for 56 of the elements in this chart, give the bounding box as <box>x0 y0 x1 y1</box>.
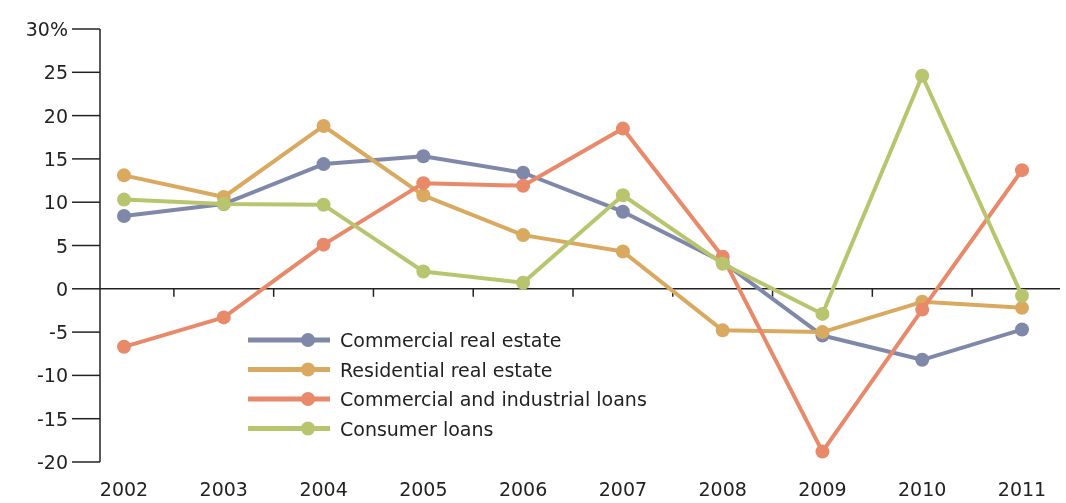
x-tick-label: 2004 <box>299 478 348 500</box>
point <box>216 310 231 325</box>
point <box>915 302 930 317</box>
point <box>416 264 431 279</box>
x-tick-label: 2005 <box>399 478 448 500</box>
x-tick-label: 2011 <box>997 478 1047 500</box>
x-tick-label: 2006 <box>498 478 548 500</box>
legend-label: Residential real estate <box>340 358 553 381</box>
y-tick-label: 15 <box>43 147 68 170</box>
legend-label: Commercial real estate <box>340 329 562 351</box>
point <box>416 176 431 191</box>
point <box>117 168 131 183</box>
y-tick-label: 25 <box>43 61 68 84</box>
point <box>117 209 131 224</box>
y-tick-label: 20 <box>43 104 68 127</box>
x-tick-label: 2008 <box>698 478 747 500</box>
y-tick-label: -20 <box>36 451 68 473</box>
y-tick-label: -10 <box>36 364 68 387</box>
point <box>416 188 431 203</box>
point <box>1015 288 1029 303</box>
y-tick-label: -15 <box>36 407 68 430</box>
point <box>117 339 131 354</box>
x-tick-label: 2010 <box>898 478 947 500</box>
y-tick-label: -5 <box>49 321 68 344</box>
point <box>516 275 531 290</box>
point <box>416 149 431 164</box>
x-tick-label: 2009 <box>798 478 847 500</box>
point <box>316 157 331 172</box>
y-tick-label: 5 <box>55 234 68 257</box>
point <box>615 244 630 259</box>
point <box>615 188 630 203</box>
x-tick-label: 2007 <box>598 478 648 500</box>
point <box>516 228 531 243</box>
point <box>715 323 730 338</box>
point <box>615 121 630 136</box>
point <box>1015 322 1029 337</box>
legend-label: Commercial and industrial loans <box>340 388 647 410</box>
point <box>815 444 830 459</box>
y-tick-label: 10 <box>43 191 68 214</box>
point <box>1015 163 1029 178</box>
y-tick-label: 30% <box>25 18 68 40</box>
point <box>117 192 131 207</box>
point <box>1015 300 1029 315</box>
point <box>915 352 930 367</box>
point <box>316 118 331 133</box>
point <box>615 204 630 219</box>
point <box>316 237 331 252</box>
y-tick-label: 0 <box>55 277 68 300</box>
point <box>516 165 531 180</box>
legend-label: Consumer loans <box>340 417 494 440</box>
point <box>815 306 830 321</box>
point <box>915 68 930 83</box>
point <box>516 178 531 193</box>
point <box>316 197 331 212</box>
x-tick-label: 2002 <box>99 478 149 500</box>
x-tick-label: 2003 <box>199 478 248 500</box>
